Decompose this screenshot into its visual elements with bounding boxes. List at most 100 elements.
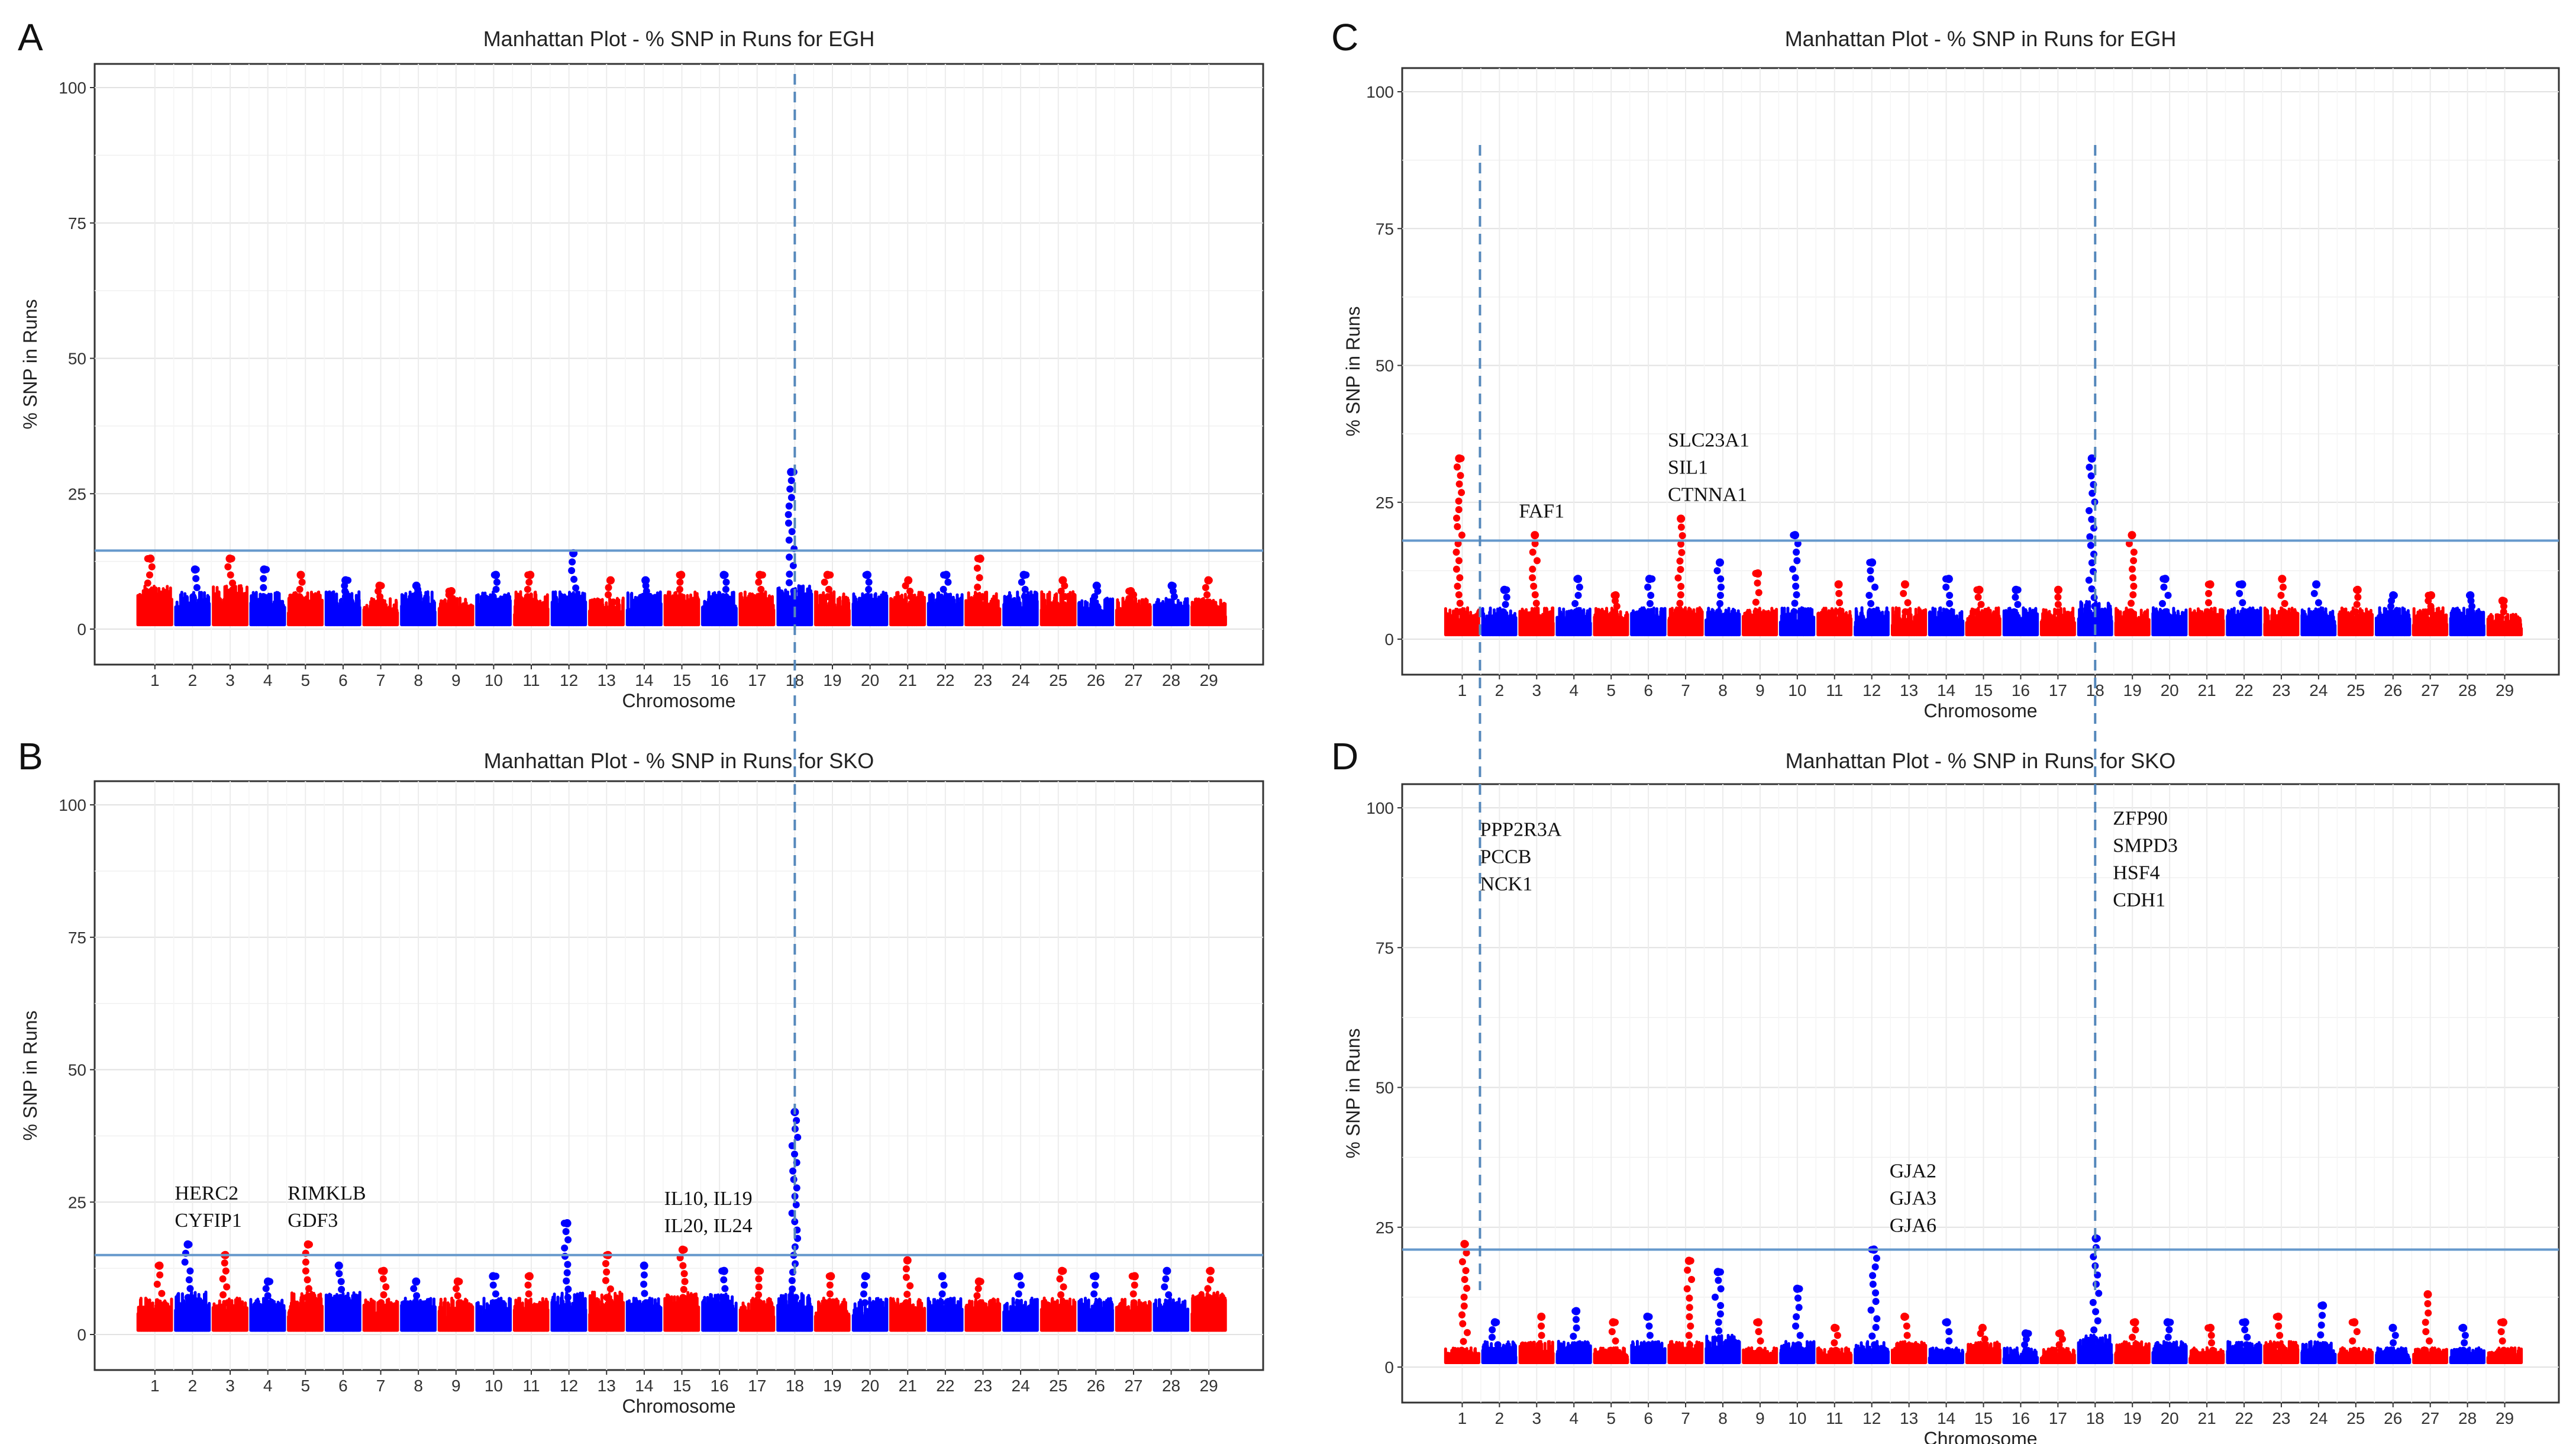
x-tick-label: 20 [861,1377,879,1395]
snp-point [680,1270,688,1278]
snp-peak [453,1277,462,1286]
snp-point [1205,1294,1213,1301]
panel-b: B Manhattan Plot - % SNP in Runs for SKO 0… [18,735,1264,1417]
snp-point [944,578,952,586]
snp-point [824,593,832,601]
x-tick-label: 12 [1862,681,1881,700]
snp-point [602,1277,609,1284]
snp-point [785,511,792,518]
x-tick-label: 9 [1755,681,1765,700]
snp-point [788,528,796,536]
snp-point [1161,1283,1168,1291]
snp-point [1458,489,1465,497]
y-tick-label: 100 [59,796,86,814]
snp-peak [1126,586,1135,595]
snp-point [906,587,914,595]
snp-point [1202,584,1209,591]
snp-point [570,575,578,583]
chromosome-2-points [174,565,211,627]
snp-point [756,1299,764,1307]
snp-point [260,593,267,601]
snp-point [722,578,730,586]
x-tick-label: 15 [673,1377,691,1395]
gene-label: IL20, IL24 [664,1215,753,1237]
x-tick-label: 10 [1788,681,1806,700]
x-tick-label: 8 [414,671,423,689]
snp-point [609,598,617,606]
snp-point [1456,574,1464,582]
snp-peak [823,570,832,579]
y-tick-label: 0 [77,1326,86,1344]
snp-point [602,1260,609,1268]
chromosome-23-points [964,1277,1002,1332]
x-tick-label: 6 [1644,681,1653,700]
x-tick-label: 27 [1124,671,1142,689]
snp-peak [677,570,686,579]
chromosome-1-points [1444,454,1480,637]
snp-point [979,593,986,601]
snp-point [189,593,197,601]
x-tick-label: 15 [1974,681,1993,700]
chromosome-20-points [851,1272,889,1332]
snp-point [756,593,764,601]
snp-peak [942,570,951,579]
y-axis-title: % SNP in Runs [1342,307,1364,437]
snp-point [720,1276,728,1284]
snp-peak [296,570,305,579]
x-tick-label: 24 [2309,681,2328,700]
snp-point [1129,1290,1137,1298]
grid [1402,68,2559,675]
x-tick-label: 13 [1900,681,1918,700]
snp-point [186,1285,194,1292]
x-tick-label: 1 [1458,681,1467,700]
snp-point [341,587,349,595]
chromosome-29-points [1190,1266,1227,1332]
snp-peak [263,1277,272,1286]
snp-point [222,1267,230,1275]
snp-peak [606,576,615,585]
chromosome-16-points [701,570,738,627]
snp-point [1452,549,1460,556]
x-tick-label: 3 [225,671,235,689]
snp-point [865,578,873,586]
x-tick-label: 14 [635,671,653,689]
snp-point [679,1294,687,1301]
x-tick-label: 13 [598,1377,616,1395]
chromosome-19-points [814,570,851,627]
chromosome-6-points [324,1261,361,1332]
snp-point [525,1290,532,1298]
points-layer [136,1108,1227,1332]
snp-point [146,571,153,579]
x-tick-label: 6 [338,1377,348,1395]
snp-point [303,1294,311,1301]
snp-point [492,1299,499,1307]
chromosome-10-points [475,570,512,627]
snp-peak [447,586,456,595]
chromosome-18-points [776,468,814,627]
snp-point [1015,1290,1022,1298]
chromosome-23-points [964,555,1002,627]
chromosome-21-points [889,1256,927,1332]
chromosome-26-points [1077,581,1115,627]
snp-point [221,1259,228,1267]
snp-peak [379,1266,388,1275]
points-layer [1444,454,2523,637]
x-tick-label: 17 [748,671,766,689]
snp-point [945,593,953,601]
snp-point [973,565,981,572]
snp-point [413,1292,421,1300]
snp-point [1455,591,1463,598]
x-tick-label: 11 [1826,681,1843,700]
snp-peak [375,581,384,590]
snp-point [227,571,234,579]
x-tick-label: 1 [150,1377,160,1395]
snp-point [860,1290,867,1298]
snp-point [1455,506,1463,514]
snp-point [1167,598,1174,606]
snp-point [977,1299,984,1307]
snp-point [1204,1285,1212,1292]
y-tick-label: 75 [68,214,86,233]
snp-point [681,1278,689,1285]
snp-peak [787,468,796,476]
snp-point [1452,565,1460,573]
